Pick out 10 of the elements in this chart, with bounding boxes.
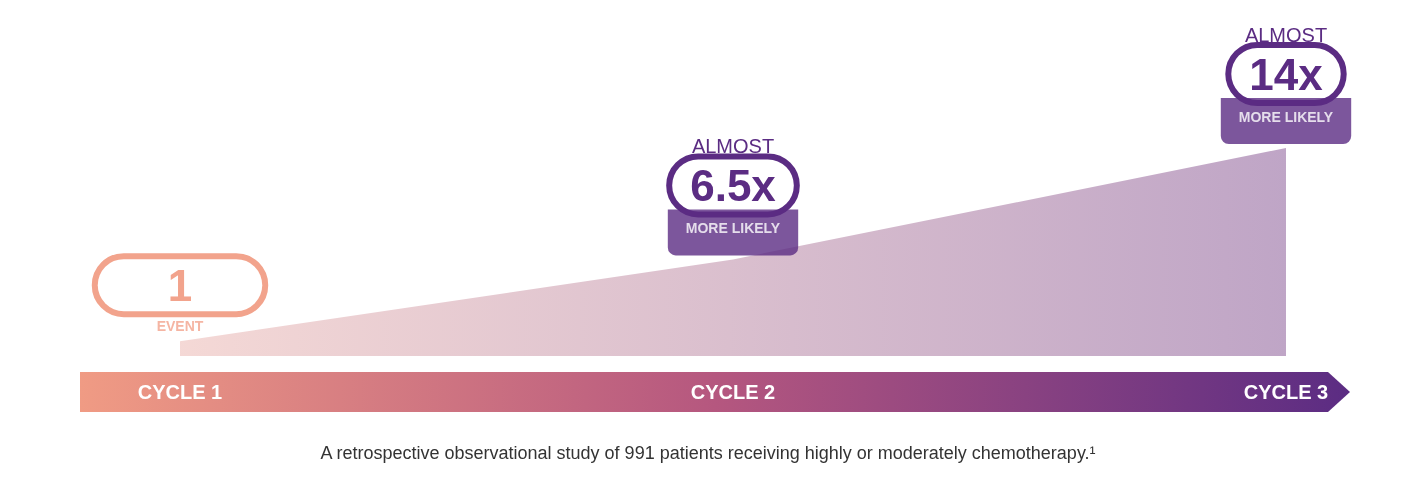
x-tick-label: CYCLE 2: [690, 381, 776, 403]
data-label: ALMOST 14x: [1244, 24, 1328, 99]
annotation: MORE LIKELY: [1238, 109, 1334, 125]
data-label: 1: [167, 260, 193, 310]
x-tick-label: CYCLE 1: [137, 381, 223, 403]
x-tick-label: CYCLE 3: [1243, 381, 1329, 403]
annotation: MORE LIKELY: [685, 220, 781, 237]
text: A retrospective observational study of 991 patients receiving highly or moderately chemotherapy.¹: [320, 443, 1096, 463]
data-label: ALMOST 6.5x: [690, 135, 777, 210]
annotation: EVENT: [156, 318, 204, 335]
